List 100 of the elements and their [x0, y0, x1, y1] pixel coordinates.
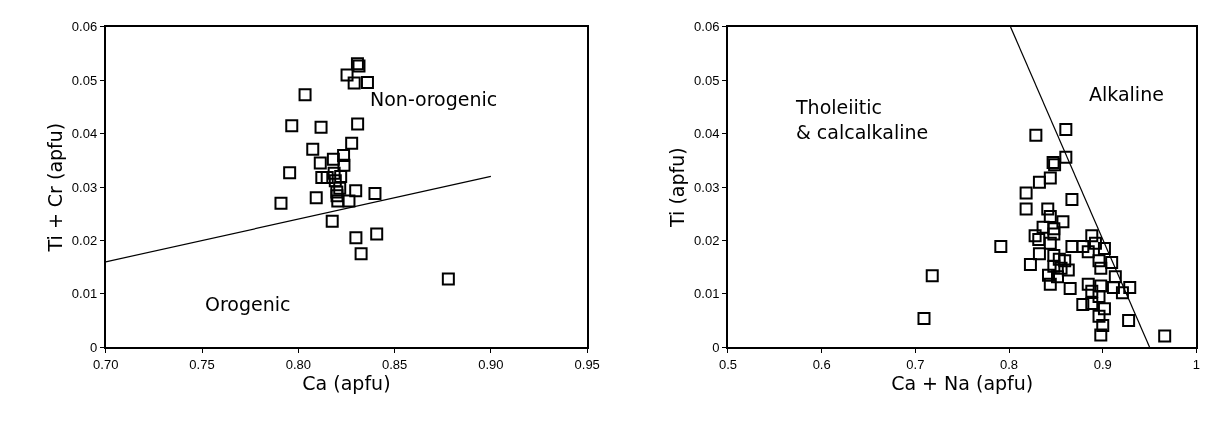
point [285, 119, 299, 133]
point [349, 184, 363, 198]
point [342, 194, 356, 208]
point [1061, 263, 1075, 277]
x-axis-title: Ca (apfu) [302, 372, 391, 395]
point [1092, 254, 1106, 268]
y-tick-label: 0.06 [694, 19, 720, 35]
point [1059, 122, 1073, 136]
point [1081, 277, 1095, 291]
point [354, 247, 368, 261]
y-tick-label: 0 [712, 339, 720, 355]
point [1158, 329, 1172, 343]
point [1097, 302, 1111, 316]
y-tick-label: 0.06 [71, 19, 98, 35]
annotation: Orogenic [205, 293, 291, 315]
point [330, 189, 344, 203]
point [298, 88, 312, 102]
x-tick-label: 0.85 [381, 356, 408, 372]
y-tick-label: 0.03 [694, 179, 720, 195]
point [1047, 248, 1061, 262]
point [345, 136, 359, 150]
point [1065, 192, 1079, 206]
point [1043, 236, 1057, 250]
point [1097, 242, 1111, 256]
y-tick-label: 0.02 [71, 233, 98, 249]
point [1023, 258, 1037, 272]
y-tick-label: 0.03 [71, 179, 98, 195]
point [1036, 220, 1050, 234]
annotation: Tholeiitic & calcalkaline [795, 96, 929, 143]
point [1019, 186, 1033, 200]
point [441, 272, 455, 286]
point [283, 166, 297, 180]
point [1081, 245, 1095, 259]
point [1106, 281, 1120, 294]
point [325, 214, 339, 228]
point [1085, 229, 1099, 243]
point [1056, 215, 1070, 229]
point [309, 191, 323, 205]
point [334, 169, 348, 183]
y-axis-title: Ti + Cr (apfu) [44, 122, 67, 253]
point [333, 181, 347, 195]
y-tick-label: 0.01 [71, 286, 98, 302]
point [925, 269, 939, 283]
point [337, 158, 351, 172]
point [1041, 202, 1055, 216]
point [327, 166, 341, 180]
y-tick-label: 0.05 [694, 72, 720, 88]
point [331, 194, 345, 208]
x-tick-label: 0.75 [189, 356, 215, 372]
x-tick-label: 0.90 [478, 356, 504, 372]
point [1105, 255, 1119, 269]
y-tick-label: 0 [89, 339, 98, 355]
point [1032, 232, 1046, 246]
y-tick-label: 0.01 [694, 286, 720, 302]
point [1047, 222, 1061, 236]
x-tick-label: 0.95 [574, 356, 600, 372]
point [1094, 261, 1108, 275]
point [1043, 209, 1057, 223]
point [1092, 309, 1106, 323]
x-tick-label: 0.9 [1093, 356, 1112, 372]
point [368, 187, 382, 201]
point [1094, 279, 1108, 293]
point [917, 311, 931, 325]
point [347, 76, 361, 90]
x-tick-label: 0.70 [93, 356, 119, 372]
y-tick-label: 0.04 [71, 126, 98, 142]
point [1043, 171, 1057, 185]
point [330, 185, 344, 199]
point [1085, 284, 1099, 298]
point [1088, 236, 1102, 250]
point [314, 120, 328, 134]
point [306, 142, 320, 156]
point [337, 149, 351, 163]
point [1065, 239, 1079, 253]
point [1076, 298, 1090, 312]
point [1019, 202, 1033, 216]
point [328, 174, 342, 188]
point [1051, 270, 1064, 284]
point [1058, 254, 1072, 268]
point [1122, 314, 1136, 328]
x-tick-label: 0.6 [812, 356, 831, 372]
point [1052, 252, 1066, 266]
point [1123, 281, 1137, 294]
point [340, 68, 354, 82]
point [1032, 175, 1046, 189]
y-axis-title: Ti (apfu) [666, 147, 689, 228]
point [1054, 261, 1068, 275]
point [1094, 328, 1108, 342]
point [1059, 150, 1073, 164]
x-tick-label: 0.8 [1000, 356, 1019, 372]
point [1108, 270, 1122, 284]
point [313, 156, 327, 170]
annotation: Alkaline [1089, 83, 1164, 105]
point [349, 231, 363, 245]
point [326, 152, 340, 166]
x-axis-title: Ca + Na (apfu) [891, 372, 1034, 395]
x-tick-label: 0.80 [285, 356, 311, 372]
point [1032, 247, 1046, 261]
point [1063, 282, 1077, 296]
y-tick-label: 0.04 [694, 126, 720, 142]
